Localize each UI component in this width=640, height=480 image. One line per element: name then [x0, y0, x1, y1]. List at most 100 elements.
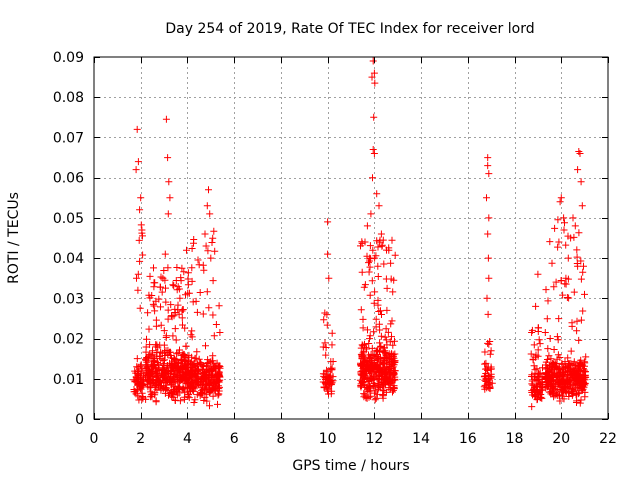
data-point: [562, 274, 570, 282]
data-point: [371, 79, 379, 87]
data-point: [546, 238, 554, 246]
data-point: [190, 383, 197, 391]
data-point: [530, 341, 538, 349]
data-point: [549, 373, 557, 381]
data-point: [385, 365, 392, 373]
data-point: [158, 288, 166, 296]
data-point: [481, 372, 489, 380]
data-point: [202, 374, 209, 382]
data-point: [536, 380, 544, 388]
data-point: [148, 368, 156, 375]
data-point: [150, 279, 158, 287]
data-point: [152, 376, 160, 384]
data-point: [324, 250, 332, 258]
data-point: [164, 315, 172, 323]
data-point: [201, 393, 209, 401]
data-point: [184, 387, 191, 395]
axis-ticks: [94, 57, 609, 420]
data-point: [359, 349, 367, 357]
data-point: [550, 283, 558, 291]
data-point: [556, 354, 564, 361]
data-point: [162, 347, 170, 355]
data-point: [165, 178, 173, 186]
data-point: [487, 374, 495, 382]
data-point: [208, 239, 216, 246]
data-point: [202, 382, 210, 390]
data-point: [558, 373, 566, 381]
data-point: [363, 394, 371, 402]
data-point: [198, 389, 206, 396]
data-point: [187, 366, 195, 374]
data-point: [210, 332, 218, 340]
data-point: [167, 362, 175, 370]
data-point: [157, 348, 165, 356]
data-point: [134, 270, 142, 278]
data-point: [528, 371, 536, 379]
data-point: [144, 309, 152, 317]
data-point: [136, 304, 144, 312]
data-point: [569, 214, 577, 222]
data-point: [328, 329, 336, 337]
data-point: [376, 326, 384, 334]
data-point: [139, 251, 147, 259]
data-point: [369, 174, 376, 182]
data-point: [133, 355, 141, 363]
data-point: [573, 253, 581, 261]
data-point: [361, 358, 368, 366]
data-point: [366, 384, 373, 392]
data-point: [181, 324, 189, 332]
data-point: [324, 218, 332, 226]
data-point: [568, 370, 576, 378]
data-point: [324, 385, 332, 393]
data-point: [178, 314, 186, 322]
data-point: [369, 57, 377, 65]
y-axis-title: ROTI / TECUs: [6, 192, 22, 284]
data-point: [145, 325, 153, 333]
data-point: [543, 315, 551, 323]
data-point: [531, 369, 539, 377]
data-point: [179, 306, 187, 313]
x-axis-title: GPS time / hours: [292, 458, 409, 474]
data-point: [481, 381, 489, 389]
data-point: [192, 354, 200, 362]
data-point: [576, 399, 584, 407]
data-point: [368, 73, 376, 81]
data-point: [541, 329, 549, 336]
data-point: [483, 194, 490, 202]
data-point: [367, 366, 375, 374]
data-point: [166, 194, 174, 202]
data-point: [569, 381, 577, 389]
data-point: [360, 390, 368, 398]
data-point: [171, 325, 179, 333]
data-point: [370, 150, 378, 157]
data-point: [135, 375, 143, 383]
data-point: [484, 310, 492, 318]
data-point: [389, 363, 397, 371]
data-point: [174, 384, 182, 392]
data-point: [170, 282, 178, 290]
data-point: [326, 371, 334, 379]
data-point: [529, 381, 537, 389]
data-point: [550, 346, 558, 353]
data-point: [328, 341, 336, 349]
data-point: [366, 242, 374, 250]
data-point: [187, 359, 195, 367]
data-point: [134, 380, 142, 388]
data-point: [319, 370, 327, 378]
data-point: [215, 390, 223, 398]
data-point: [554, 243, 562, 251]
data-point: [188, 245, 196, 252]
data-point: [552, 278, 560, 286]
x-tick-label: 8: [276, 431, 285, 447]
data-point: [562, 280, 570, 288]
data-point: [579, 307, 587, 315]
y-tick-label: 0.09: [53, 50, 84, 66]
data-point: [387, 320, 395, 328]
data-point: [383, 375, 391, 382]
data-point: [550, 376, 558, 384]
data-point: [199, 310, 207, 318]
data-point: [185, 380, 193, 388]
data-point: [554, 336, 562, 344]
data-point: [576, 150, 584, 157]
data-point: [574, 262, 582, 270]
